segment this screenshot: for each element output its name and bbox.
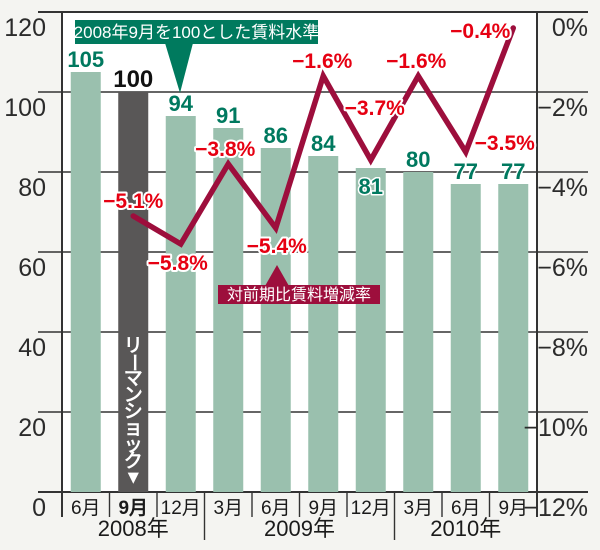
shock-arrow-down-icon: ▼ [124,468,143,489]
bar-value-label: 94 [169,91,194,116]
year-label: 2010年 [430,516,501,541]
right-axis-tick-label: −6% [537,254,588,282]
month-label: 12月 [161,498,201,519]
rate-point-label: −5.4% [247,235,307,258]
month-label: 9月 [118,498,148,519]
right-axis-tick-label: −4% [537,174,588,202]
rate-point-label: −1.6% [386,50,446,73]
bar-value-label: 77 [501,159,525,184]
left-axis-tick-label: 20 [18,414,46,442]
left-axis-tick-label: 40 [18,334,46,362]
bar-value-label: 77 [454,159,478,184]
index-callout-pointer [165,43,193,93]
rate-point-label: −3.7% [345,97,405,120]
rate-callout-label: 対前期比賃料増減率 [227,286,371,304]
bar [403,172,434,492]
rate-callout-box [218,285,380,304]
rate-point-label: −3.8% [195,138,255,161]
rate-callout-pointer [265,265,289,286]
bar [213,128,244,492]
rate-trend-line [130,25,516,248]
index-callout-box [75,20,318,44]
month-label: 9月 [308,498,338,519]
rate-point-label: −5.1% [103,190,163,213]
right-axis-tick-label: −2% [537,94,588,122]
bar [70,72,101,492]
left-axis-tick-label: 100 [4,94,46,122]
left-axis-tick-label: 80 [18,174,46,202]
shock-label-char: マ [124,369,143,390]
month-label: 3月 [213,498,243,519]
shock-label-char: リ [124,336,143,357]
bar-value-label: 84 [311,131,336,156]
year-label: 2008年 [98,516,169,541]
bar [355,168,386,492]
left-axis-tick-label: 120 [4,14,46,42]
bar-value-label: 80 [406,147,430,172]
shock-label-char: ョ [124,418,143,439]
month-label: 6月 [451,498,481,519]
month-label: 6月 [71,498,101,519]
bar [308,156,339,492]
left-axis-tick-label: 60 [18,254,46,282]
right-axis-tick-label: −10% [523,414,588,442]
rate-point-label: −3.5% [475,132,535,155]
bar-value-label: 105 [67,47,104,72]
index-callout-label: 2008年9月を100とした賃料水準 [74,23,320,42]
bar [260,148,291,492]
bar-value-label: 100 [113,66,153,93]
year-label: 2009年 [264,516,335,541]
month-label: 9月 [498,498,528,519]
bar-lehman-shock [118,92,149,492]
right-axis-tick-label: −12% [523,494,588,522]
bar [498,184,529,492]
bar-value-label: 86 [264,123,288,148]
shock-label-char: ッ [124,435,143,456]
bar-value-label: 91 [216,103,240,128]
rate-point-label: −1.6% [292,50,352,73]
month-label: 3月 [403,498,433,519]
bar [165,116,196,492]
left-axis-tick-label: 0 [32,494,46,522]
shock-label-char: シ [124,402,143,423]
month-label: 6月 [261,498,291,519]
shock-label-char: ー [123,353,144,372]
rate-point-label: −0.4% [450,20,510,43]
right-axis-tick-label: −8% [537,334,588,362]
shock-label-char: ク [124,450,143,472]
bar [450,184,481,492]
shock-label-char: ン [124,385,143,406]
rate-point-label: −5.8% [148,252,208,275]
right-axis-tick-label: 0% [552,14,588,42]
bar-value-label: 81 [359,174,383,199]
month-label: 12月 [351,498,391,519]
